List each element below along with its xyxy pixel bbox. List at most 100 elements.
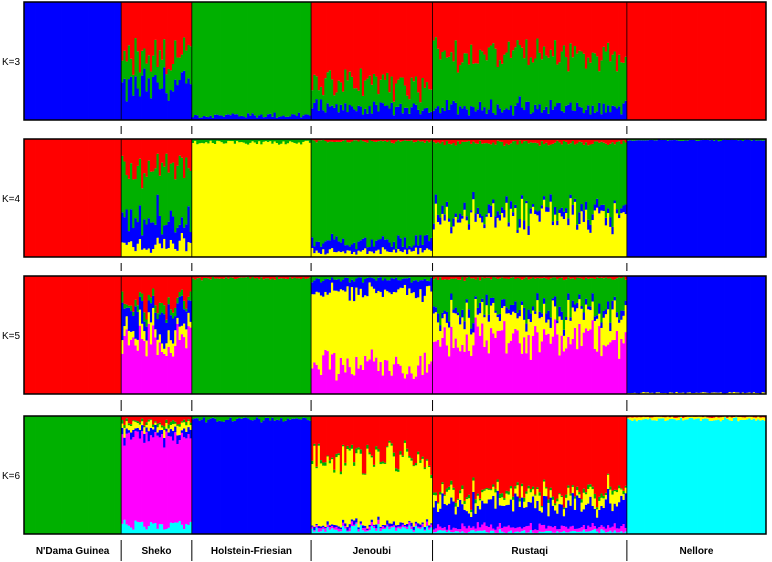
- ancestry-bar-yellow: [441, 484, 444, 494]
- ancestry-bar-red: [156, 276, 160, 314]
- ancestry-bar-red: [388, 139, 391, 141]
- ancestry-bar-red: [333, 2, 336, 96]
- ancestry-bar-cyan: [644, 418, 648, 534]
- ancestry-bar-blue: [383, 239, 387, 250]
- ancestry-bar-red: [476, 139, 480, 144]
- ancestry-bar-green: [456, 72, 460, 115]
- ancestry-bar-yellow: [551, 499, 555, 506]
- ancestry-bar-yellow: [470, 212, 473, 257]
- ancestry-bar-green: [364, 473, 367, 475]
- ancestry-bar-magenta: [156, 435, 160, 529]
- ancestry-bar-yellow: [443, 495, 447, 504]
- ancestry-bar-magenta: [361, 528, 365, 531]
- ancestry-bar-green: [542, 144, 546, 197]
- ancestry-bar-yellow: [640, 417, 643, 421]
- ancestry-bar-yellow: [664, 417, 668, 422]
- ancestry-bar-magenta: [465, 528, 469, 533]
- ancestry-bar-green: [454, 502, 458, 507]
- ancestry-bar-blue: [509, 499, 513, 528]
- ancestry-bar-blue: [487, 499, 491, 528]
- ancestry-bar-cyan: [527, 532, 531, 534]
- ancestry-bar-cyan: [763, 420, 767, 534]
- ancestry-bar-red: [337, 2, 341, 81]
- ancestry-bar-blue: [441, 312, 444, 319]
- ancestry-bar-red: [640, 2, 643, 120]
- ancestry-bar-red: [461, 416, 464, 486]
- ancestry-bar-blue: [587, 105, 590, 120]
- ancestry-bar-green: [697, 139, 701, 141]
- ancestry-bar-red: [375, 2, 378, 77]
- ancestry-bar-blue: [253, 419, 257, 534]
- ancestry-bar-red: [324, 139, 327, 142]
- ancestry-bar-green: [428, 89, 431, 113]
- ancestry-bar-red: [138, 139, 142, 159]
- ancestry-bar-yellow: [176, 317, 179, 324]
- ancestry-bar-red: [441, 416, 444, 483]
- ancestry-bar-green: [50, 416, 54, 534]
- ancestry-bar-red: [602, 2, 606, 47]
- ancestry-bar-blue: [710, 139, 714, 257]
- ancestry-bar-red: [379, 2, 383, 80]
- ancestry-bar-yellow: [604, 495, 608, 500]
- ancestry-bar-blue: [63, 2, 67, 120]
- ancestry-bar-cyan: [478, 530, 482, 534]
- ancestry-bar-red: [445, 416, 449, 489]
- ancestry-bar-magenta: [130, 339, 133, 394]
- ancestry-bar-blue: [611, 300, 615, 310]
- ancestry-bar-green: [381, 74, 385, 104]
- ancestry-bar-green: [269, 139, 272, 142]
- ancestry-bar-blue: [573, 509, 577, 529]
- ancestry-bar-yellow: [748, 392, 751, 394]
- ancestry-bar-green: [604, 277, 608, 310]
- ancestry-bar-green: [615, 141, 619, 210]
- ancestry-bar-red: [459, 276, 462, 280]
- ancestry-bar-magenta: [607, 525, 610, 532]
- ancestry-bar-yellow: [317, 292, 321, 370]
- ancestry-bar-yellow: [348, 450, 352, 525]
- ancestry-bar-blue: [629, 140, 632, 257]
- ancestry-bar-cyan: [136, 521, 140, 534]
- ancestry-bar-magenta: [154, 337, 157, 394]
- ancestry-bar-magenta: [560, 335, 564, 394]
- ancestry-bar-red: [589, 2, 592, 63]
- ancestry-bar-yellow: [313, 294, 316, 363]
- ancestry-bar-red: [443, 2, 447, 51]
- ancestry-bar-blue: [156, 194, 160, 238]
- ancestry-bar-yellow: [719, 392, 723, 394]
- ancestry-bar-yellow: [121, 242, 124, 257]
- ancestry-bar-yellow: [277, 144, 281, 257]
- ancestry-bar-green: [527, 485, 531, 489]
- ancestry-bar-green: [328, 141, 332, 241]
- ancestry-bar-cyan: [467, 531, 471, 534]
- ancestry-bar-yellow: [450, 299, 453, 327]
- ancestry-bar-yellow: [518, 316, 522, 344]
- ancestry-bar-green: [322, 95, 325, 111]
- ancestry-bar-red: [549, 276, 553, 279]
- ancestry-bar-red: [54, 139, 58, 257]
- ancestry-bar-blue: [423, 108, 427, 120]
- ancestry-bar-yellow: [379, 464, 383, 527]
- ancestry-bar-yellow: [264, 141, 268, 257]
- ancestry-bar-green: [198, 277, 202, 394]
- ancestry-bar-yellow: [260, 144, 263, 257]
- ancestry-bar-green: [127, 423, 131, 426]
- ancestry-bar-magenta: [584, 328, 588, 394]
- ancestry-bar-red: [547, 2, 550, 58]
- ancestry-bar-blue: [366, 247, 369, 254]
- ancestry-bar-yellow: [127, 425, 131, 431]
- ancestry-bar-blue: [434, 194, 438, 204]
- ancestry-bar-cyan: [509, 530, 513, 534]
- ancestry-bar-red: [472, 276, 475, 279]
- ancestry-bar-green: [300, 279, 303, 394]
- ancestry-bar-blue: [127, 307, 131, 331]
- ancestry-bar-green: [448, 486, 451, 490]
- ancestry-bar-red: [448, 276, 451, 280]
- ancestry-bar-green: [185, 157, 188, 225]
- ancestry-bar-blue: [430, 523, 433, 525]
- ancestry-bar-green: [138, 158, 142, 206]
- ancestry-bar-magenta: [439, 526, 442, 530]
- ancestry-bar-blue: [459, 317, 462, 325]
- ancestry-bar-red: [624, 2, 628, 57]
- ancestry-bar-cyan: [456, 531, 460, 534]
- ancestry-bar-red: [125, 276, 129, 305]
